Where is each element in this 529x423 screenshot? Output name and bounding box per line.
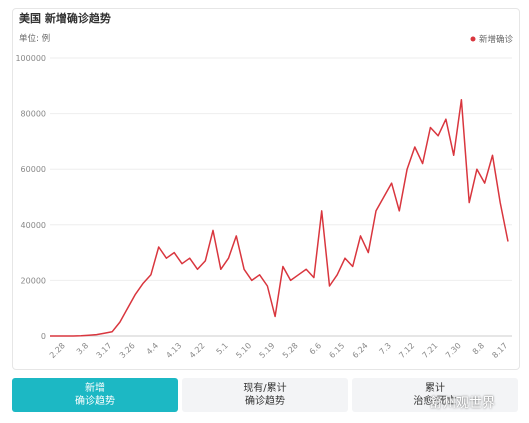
chart: 美国 新增确诊趋势 单位: 例 新增确诊 0 20000 40000 60000 800…	[15, 11, 514, 360]
y-tick-label: 100000	[15, 54, 46, 63]
x-tick-label: 6.24	[351, 341, 370, 360]
y-tick-label: 20000	[21, 276, 46, 285]
tab-text: 新增	[85, 383, 105, 394]
tab-text: 现有/累计	[243, 383, 287, 394]
y-tick-label: 80000	[21, 110, 46, 119]
x-tick-label: 7.3	[378, 341, 393, 356]
x-tick-label: 5.1	[215, 341, 230, 356]
x-tick-label: 3.8	[75, 341, 90, 356]
tab-text: 治愈/死亡	[413, 396, 457, 407]
watermark: 舒州观世界	[430, 396, 496, 411]
x-tick-label: 3.26	[118, 341, 137, 360]
x-tick-label: 2.28	[48, 341, 67, 360]
x-tick-label: 5.19	[258, 341, 277, 360]
x-tick-label: 4.13	[164, 341, 183, 360]
legend-label: 新增确诊	[479, 34, 514, 45]
tab[interactable]: 现有/累计确诊趋势	[182, 378, 348, 412]
x-tick-label: 8.8	[471, 341, 486, 356]
tab-text: 确诊趋势	[245, 396, 285, 407]
unit-label: 单位: 例	[19, 33, 50, 44]
x-tick-label: 4.22	[188, 341, 207, 360]
tab[interactable]: 累计治愈/死亡	[352, 378, 518, 412]
y-tick-label: 40000	[21, 221, 46, 230]
x-tick-label: 7.21	[421, 341, 440, 360]
y-tick-label: 60000	[21, 165, 46, 174]
x-tick-label: 5.28	[281, 341, 300, 360]
x-tick-label: 7.30	[444, 341, 463, 360]
tab[interactable]: 新增 确诊趋势	[12, 378, 178, 412]
y-tick-label: 0	[41, 332, 46, 341]
tab-text: 确诊趋势	[75, 396, 115, 407]
x-tick-label: 4.4	[145, 341, 160, 356]
x-tick-label: 6.15	[327, 341, 346, 360]
legend-marker	[470, 36, 476, 42]
tab-text: 累计	[425, 383, 445, 394]
x-tick-label: 7.12	[397, 341, 416, 360]
x-tick-label: 3.17	[95, 341, 114, 360]
x-tick-label: 5.10	[234, 341, 253, 360]
chart-title: 美国 新增确诊趋势	[19, 11, 111, 25]
line-series	[50, 98, 509, 337]
x-tick-label: 6.6	[308, 341, 323, 356]
x-tick-label: 8.17	[490, 341, 509, 360]
tab-bar: 新增确诊趋势 现有/累计确诊趋势 累计治愈/死亡	[12, 378, 518, 412]
chart-card	[12, 8, 520, 370]
